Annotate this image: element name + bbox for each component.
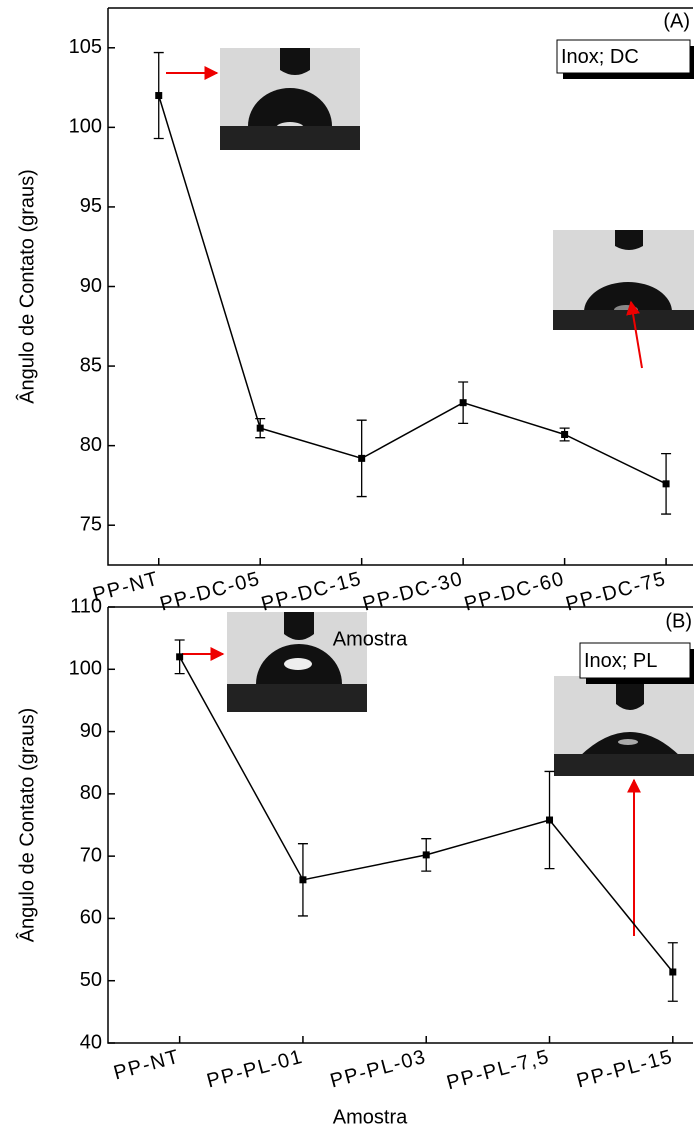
panel-label: (A) [663, 10, 690, 32]
y-tick-label: 95 [80, 195, 102, 217]
droplet-photo [227, 612, 367, 712]
legend-label: Inox; DC [561, 46, 639, 68]
droplet-photo [554, 676, 694, 776]
y-tick-label: 90 [80, 275, 102, 297]
x-tick-label: PP-PL-03 [328, 1046, 429, 1093]
y-tick-label: 110 [70, 595, 102, 617]
legend-box [556, 39, 691, 74]
x-axis-label: Amostra [333, 628, 408, 650]
data-point [155, 92, 163, 100]
y-axis-label: Ângulo de Contato (graus) [15, 708, 38, 943]
y-tick-label: 50 [80, 969, 102, 991]
x-tick-label: PP-DC-60 [462, 568, 567, 616]
data-line [158, 95, 667, 485]
legend-box [579, 642, 691, 679]
data-point [669, 968, 677, 976]
y-tick-label: 70 [80, 844, 102, 866]
y-tick-label: 100 [69, 658, 102, 680]
panel-label: (B) [665, 610, 692, 632]
y-tick-label: 60 [80, 907, 102, 929]
y-tick-label: 105 [69, 36, 102, 58]
data-point [256, 424, 264, 432]
y-tick-label: 80 [80, 782, 102, 804]
x-tick-label: PP-NT [111, 1046, 182, 1085]
axes [107, 7, 693, 566]
x-tick-label: PP-PL-7,5 [444, 1046, 552, 1095]
arrows [166, 66, 643, 936]
data-point [561, 431, 569, 439]
data-point [299, 876, 307, 884]
x-tick-label: PP-DC-05 [158, 568, 263, 616]
data-point [662, 480, 670, 488]
y-tick-label: 85 [80, 354, 102, 376]
droplet-photo [553, 230, 694, 330]
data-point [422, 851, 430, 859]
x-axis-label: Amostra [333, 1106, 408, 1128]
y-tick-label: 75 [80, 513, 102, 535]
legend-label: Inox; PL [584, 650, 657, 672]
data-point [546, 816, 554, 824]
x-tick-label: PP-DC-75 [563, 568, 668, 616]
y-axis-label: Ângulo de Contato (graus) [15, 169, 38, 404]
x-tick-label: PP-PL-15 [574, 1046, 675, 1093]
y-tick-label: 100 [69, 116, 102, 138]
x-tick-label: PP-DC-30 [360, 568, 465, 616]
x-tick-label: PP-DC-15 [259, 568, 364, 616]
data-point [176, 653, 184, 661]
x-tick-label: PP-PL-01 [205, 1046, 306, 1093]
y-tick-label: 80 [80, 434, 102, 456]
droplet-photo [220, 48, 360, 150]
y-tick-label: 90 [80, 720, 102, 742]
data-point [459, 399, 467, 407]
data-point [358, 454, 366, 462]
y-tick-label: 40 [80, 1031, 102, 1053]
